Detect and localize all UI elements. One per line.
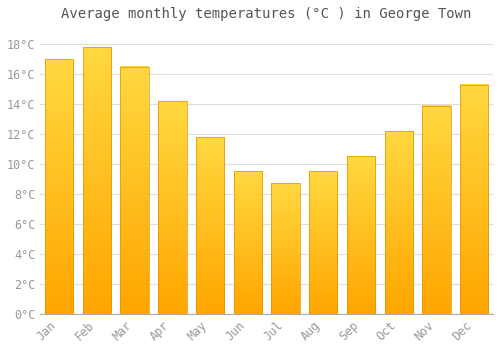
Title: Average monthly temperatures (°C ) in George Town: Average monthly temperatures (°C ) in Ge… <box>62 7 472 21</box>
Bar <box>347 156 375 314</box>
Bar <box>460 84 488 314</box>
Bar <box>120 66 149 314</box>
Bar <box>158 101 186 314</box>
Bar <box>45 59 74 314</box>
Bar <box>272 183 299 314</box>
Bar <box>422 105 450 314</box>
Bar <box>234 172 262 314</box>
Bar <box>309 172 338 314</box>
Bar <box>196 137 224 314</box>
Bar <box>384 131 413 314</box>
Bar <box>83 47 111 314</box>
